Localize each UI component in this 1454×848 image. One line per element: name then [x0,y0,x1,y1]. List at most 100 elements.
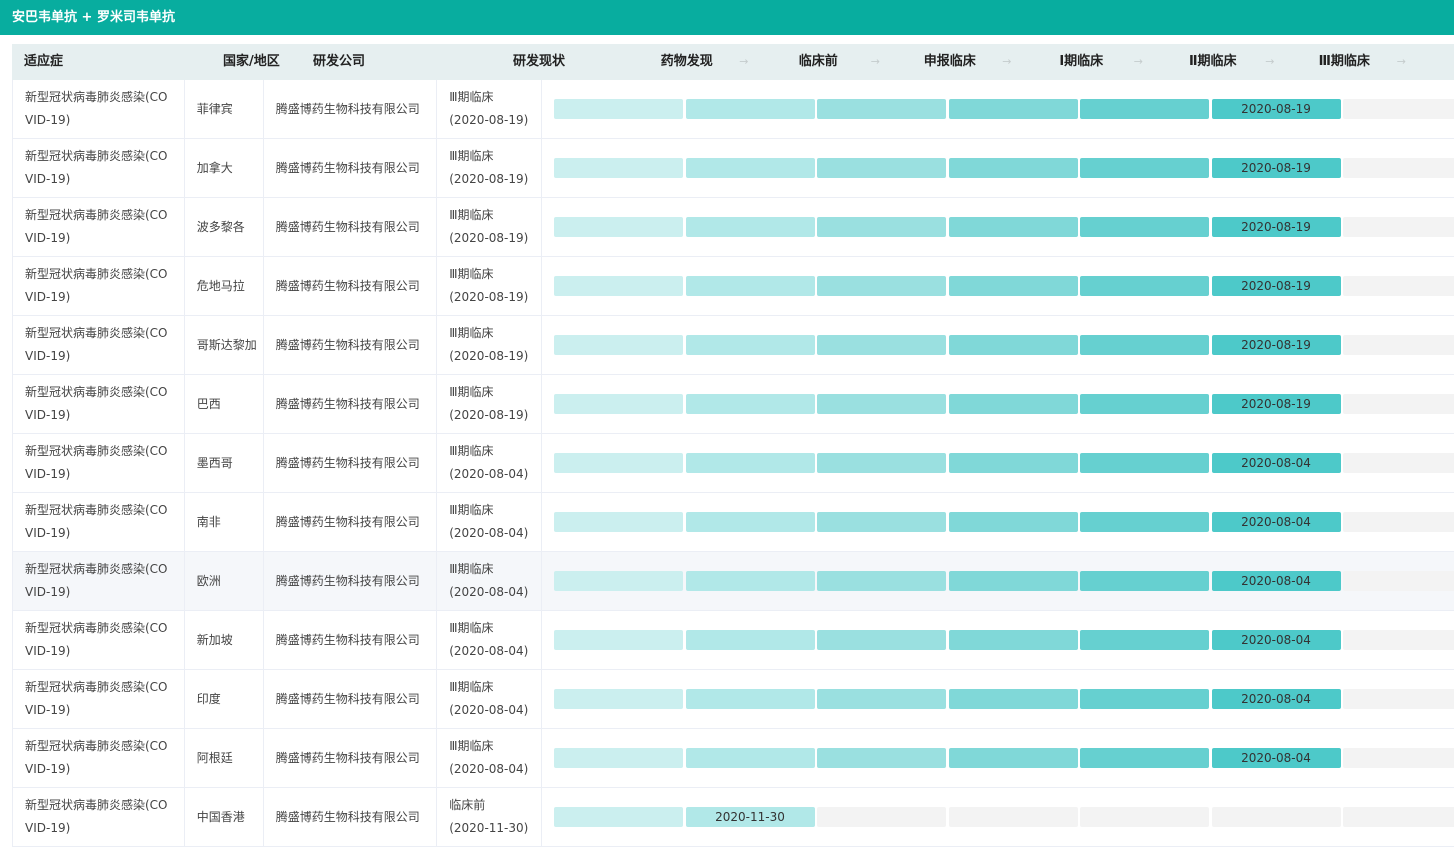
table-row[interactable]: 新型冠状病毒肺炎感染(COVID-19) 菲律宾 腾盛博药生物科技有限公司 Ⅲ期临床 (… [12,80,1454,139]
company-text: 腾盛博药生物科技有限公司 [275,101,420,116]
country-text: 中国香港 [196,809,245,824]
stage-bar [817,158,947,178]
stage-bar [1080,335,1210,355]
status-text: Ⅲ期临床 [449,90,494,104]
stage-header: 申报临床 → [884,44,1016,80]
company-text: 腾盛博药生物科技有限公司 [275,750,420,765]
table-row[interactable]: 新型冠状病毒肺炎感染(COVID-19) 巴西 腾盛博药生物科技有限公司 Ⅲ期临床 (2… [12,375,1454,434]
country-cell: 菲律宾 [185,80,264,138]
status-block: Ⅲ期临床 (2020-08-19) [449,381,528,427]
table-row[interactable]: 新型冠状病毒肺炎感染(COVID-19) 南非 腾盛博药生物科技有限公司 Ⅲ期临床 (2… [12,493,1454,552]
status-text: Ⅲ期临床 [449,562,494,576]
status-text: Ⅲ期临床 [449,739,494,753]
stage-bar [554,689,684,709]
stage-bar [948,630,1078,650]
stage-progress: 2020-08-19 [542,257,1454,315]
company-text: 腾盛博药生物科技有限公司 [275,396,420,411]
stage-bar [554,276,684,296]
stage-bar-current: 2020-08-19 [1211,394,1341,414]
table-row[interactable]: 新型冠状病毒肺炎感染(COVID-19) 中国香港 腾盛博药生物科技有限公司 临床前 (… [12,788,1454,847]
table-row[interactable]: 新型冠状病毒肺炎感染(COVID-19) 哥斯达黎加 腾盛博药生物科技有限公司 Ⅲ期临… [12,316,1454,375]
header-status[interactable]: 研发现状 [513,54,566,69]
stage-bar [685,630,815,650]
indication-cell: 新型冠状病毒肺炎感染(COVID-19) [12,316,185,374]
stage-bar [817,807,947,827]
stage-bar [554,453,684,473]
status-block: Ⅲ期临床 (2020-08-19) [449,263,528,309]
indication-cell: 新型冠状病毒肺炎感染(COVID-19) [12,257,185,315]
indication-cell: 新型冠状病毒肺炎感染(COVID-19) [12,375,185,433]
company-cell: 腾盛博药生物科技有限公司 [264,493,438,551]
indication-cell: 新型冠状病毒肺炎感染(COVID-19) [12,493,185,551]
header-company[interactable]: 研发公司 [313,54,366,69]
stage-bar-current: 2020-08-04 [1211,453,1341,473]
status-text: Ⅲ期临床 [449,621,494,635]
company-cell: 腾盛博药生物科技有限公司 [264,80,438,138]
table-row[interactable]: 新型冠状病毒肺炎感染(COVID-19) 欧洲 腾盛博药生物科技有限公司 Ⅲ期临床 (2… [12,552,1454,611]
stage-bar-current: 2020-08-19 [1211,217,1341,237]
indication-text: 新型冠状病毒肺炎感染(COVID-19) [25,798,168,835]
country-cell: 阿根廷 [185,729,264,787]
stage-bar [1080,276,1210,296]
indication-text: 新型冠状病毒肺炎感染(COVID-19) [25,621,168,658]
status-text: Ⅲ期临床 [449,326,494,340]
indication-cell: 新型冠状病毒肺炎感染(COVID-19) [12,139,185,197]
table-row[interactable]: 新型冠状病毒肺炎感染(COVID-19) 印度 腾盛博药生物科技有限公司 Ⅲ期临床 (2… [12,670,1454,729]
company-cell: 腾盛博药生物科技有限公司 [264,670,438,728]
stage-bar [948,99,1078,119]
stage-bar [1343,394,1454,414]
status-date: (2020-08-04) [449,703,529,717]
stage-bar [1343,99,1454,119]
header-indication[interactable]: 适应症 [24,54,64,69]
table-row[interactable]: 新型冠状病毒肺炎感染(COVID-19) 波多黎各 腾盛博药生物科技有限公司 Ⅲ期临床… [12,198,1454,257]
stage-bar [1343,748,1454,768]
arrow-right-icon: → [1265,55,1275,68]
stage-bar-current: 2020-08-19 [1211,158,1341,178]
drug-title-bar: 安巴韦单抗 + 罗米司韦单抗 [0,0,1454,35]
country-cell: 墨西哥 [185,434,264,492]
table-row[interactable]: 新型冠状病毒肺炎感染(COVID-19) 加拿大 腾盛博药生物科技有限公司 Ⅲ期临床 (… [12,139,1454,198]
status-cell: Ⅲ期临床 (2020-08-04) [437,434,543,492]
status-block: Ⅲ期临床 (2020-08-19) [449,86,528,132]
stage-bar [817,335,947,355]
company-cell: 腾盛博药生物科技有限公司 [264,729,438,787]
status-block: Ⅲ期临床 (2020-08-04) [449,440,528,486]
stage-bar [1080,217,1210,237]
table-row[interactable]: 新型冠状病毒肺炎感染(COVID-19) 阿根廷 腾盛博药生物科技有限公司 Ⅲ期临床 (… [12,729,1454,788]
status-date: (2020-11-30) [449,821,529,835]
stage-bar [1343,807,1454,827]
stage-bar [1080,394,1210,414]
table-row[interactable]: 新型冠状病毒肺炎感染(COVID-19) 危地马拉 腾盛博药生物科技有限公司 Ⅲ期临床… [12,257,1454,316]
arrow-right-icon: → [1396,55,1406,68]
stage-bar [817,99,947,119]
stage-headers: 药物发现 → 临床前 → 申报临床 → Ⅰ期临床 → Ⅱ期临床 → Ⅲ期临床 → [621,44,1410,80]
country-text: 加拿大 [196,160,233,175]
status-date: (2020-08-19) [449,231,529,245]
stage-bar-current: 2020-08-04 [1211,748,1341,768]
table-row[interactable]: 新型冠状病毒肺炎感染(COVID-19) 墨西哥 腾盛博药生物科技有限公司 Ⅲ期临床 (… [12,434,1454,493]
stage-bar [1080,99,1210,119]
stage-bar [948,748,1078,768]
status-date: (2020-08-04) [449,585,529,599]
table-row[interactable]: 新型冠状病毒肺炎感染(COVID-19) 新加坡 腾盛博药生物科技有限公司 Ⅲ期临床 (… [12,611,1454,670]
status-text: Ⅲ期临床 [449,208,494,222]
country-text: 菲律宾 [196,101,233,116]
stage-bar [1080,748,1210,768]
status-cell: Ⅲ期临床 (2020-08-19) [437,198,543,256]
company-cell: 腾盛博药生物科技有限公司 [264,788,438,846]
stage-header: Ⅱ期临床 → [1147,44,1279,80]
company-text: 腾盛博药生物科技有限公司 [275,632,420,647]
company-cell: 腾盛博药生物科技有限公司 [264,316,438,374]
company-text: 腾盛博药生物科技有限公司 [275,278,420,293]
company-cell: 腾盛博药生物科技有限公司 [264,611,438,669]
stage-bar [1343,630,1454,650]
country-text: 南非 [196,514,221,529]
header-country[interactable]: 国家/地区 [223,54,280,69]
table-body: 新型冠状病毒肺炎感染(COVID-19) 菲律宾 腾盛博药生物科技有限公司 Ⅲ期临床(… [12,80,1454,847]
stage-bar [554,158,684,178]
country-text: 危地马拉 [196,278,245,293]
stage-bar [948,335,1078,355]
status-date: (2020-08-04) [449,644,529,658]
stage-header-label: 药物发现 [660,54,713,69]
stage-bar-current: 2020-08-19 [1211,99,1341,119]
